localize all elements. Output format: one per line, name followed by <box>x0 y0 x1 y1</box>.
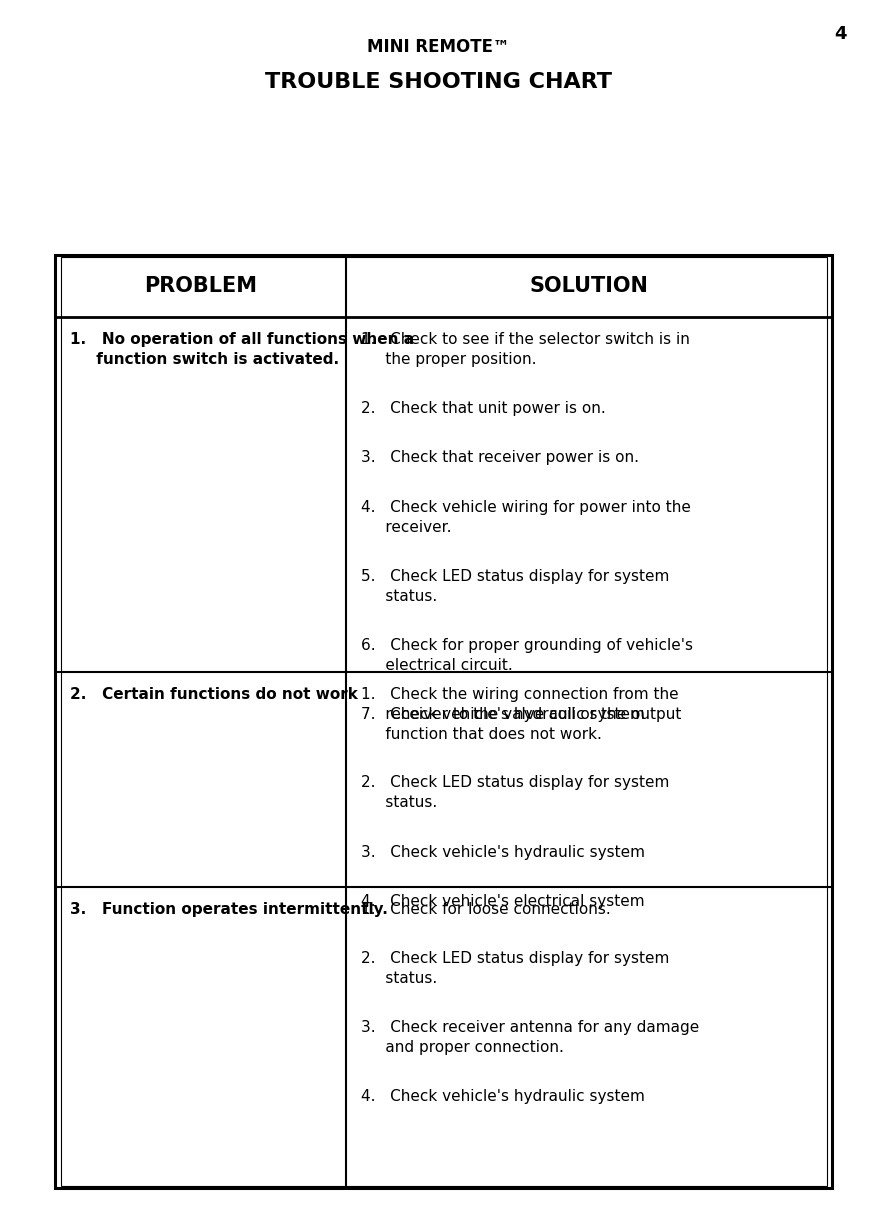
Text: 2.   Check that unit power is on.: 2. Check that unit power is on. <box>361 402 606 416</box>
Text: 4: 4 <box>835 25 847 42</box>
Text: 3.   Check vehicle's hydraulic system: 3. Check vehicle's hydraulic system <box>361 844 645 860</box>
Text: 4.   Check vehicle's hydraulic system: 4. Check vehicle's hydraulic system <box>361 1089 645 1105</box>
Bar <box>55 255 832 1188</box>
Text: 1.   Check for loose connections.: 1. Check for loose connections. <box>361 902 611 917</box>
Text: PROBLEM: PROBLEM <box>144 277 257 296</box>
Text: MINI REMOTE™: MINI REMOTE™ <box>367 38 510 56</box>
Text: 5.   Check LED status display for system
     status.: 5. Check LED status display for system s… <box>361 569 670 604</box>
Text: TROUBLE SHOOTING CHART: TROUBLE SHOOTING CHART <box>265 72 612 92</box>
Text: 3.   Check receiver antenna for any damage
     and proper connection.: 3. Check receiver antenna for any damage… <box>361 1020 700 1055</box>
Text: 6.   Check for proper grounding of vehicle's
     electrical circuit.: 6. Check for proper grounding of vehicle… <box>361 638 694 673</box>
Text: 1.   No operation of all functions when a
     function switch is activated.: 1. No operation of all functions when a … <box>70 332 414 366</box>
Text: 2.   Check LED status display for system
     status.: 2. Check LED status display for system s… <box>361 951 670 986</box>
Bar <box>61 257 826 1186</box>
Text: 1.   Check to see if the selector switch is in
     the proper position.: 1. Check to see if the selector switch i… <box>361 332 690 366</box>
Text: 3.   Check that receiver power is on.: 3. Check that receiver power is on. <box>361 450 639 466</box>
Text: 2.   Check LED status display for system
     status.: 2. Check LED status display for system s… <box>361 775 670 810</box>
Text: 2.   Certain functions do not work: 2. Certain functions do not work <box>70 687 358 702</box>
Text: 7.   Check vehicle's hydraulic system: 7. Check vehicle's hydraulic system <box>361 707 645 722</box>
Text: 4.   Check vehicle's electrical system: 4. Check vehicle's electrical system <box>361 894 645 909</box>
Text: 4.   Check vehicle wiring for power into the
     receiver.: 4. Check vehicle wiring for power into t… <box>361 500 691 535</box>
Text: 3.   Function operates intermittently.: 3. Function operates intermittently. <box>70 902 388 917</box>
Text: SOLUTION: SOLUTION <box>530 277 649 296</box>
Text: 1.   Check the wiring connection from the
     receiver to the valve coil or the: 1. Check the wiring connection from the … <box>361 687 681 741</box>
